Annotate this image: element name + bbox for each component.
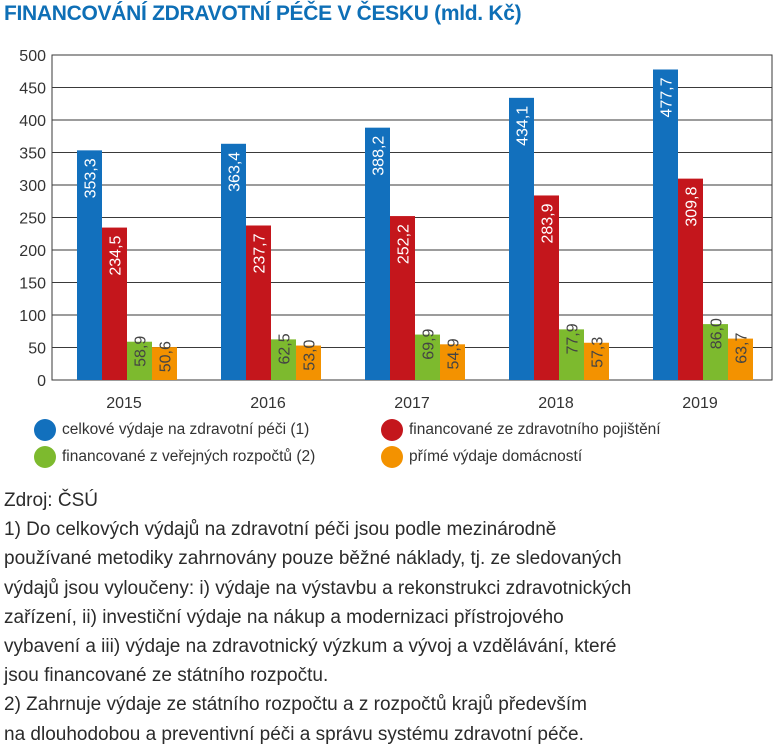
data-label: 63,7 <box>734 332 751 363</box>
bars <box>77 69 753 381</box>
source-note: Zdroj: ČSÚ <box>4 490 98 511</box>
bar-chart: 353,3 234,5 58,9 50,6 363,4 237,7 62,5 53,0 388,… <box>19 48 773 412</box>
y-tick-label: 250 <box>19 211 46 228</box>
bar <box>152 347 177 380</box>
data-label: 50,6 <box>158 341 175 372</box>
note-line: výdajů jsou vyloučeny: i) výdaje na výst… <box>4 577 632 599</box>
bar <box>584 342 609 380</box>
legend-item-public-budgets: financované z veřejných rozpočtů (2) <box>34 446 315 468</box>
legend-label: financované z veřejných rozpočtů (2) <box>62 448 316 465</box>
bar <box>271 339 296 380</box>
data-label: 434,1 <box>515 106 532 146</box>
bar <box>390 216 415 380</box>
x-axis: 2015 2016 2017 2018 2019 <box>106 395 718 412</box>
y-tick-label: 400 <box>19 113 46 130</box>
data-label: 252,2 <box>396 224 413 264</box>
legend-swatch <box>34 446 56 468</box>
y-tick-label: 200 <box>19 243 46 260</box>
bar <box>509 97 534 381</box>
y-tick-label: 450 <box>19 81 46 98</box>
bar <box>365 127 390 380</box>
bar <box>534 195 559 380</box>
data-label: 363,4 <box>227 152 244 192</box>
data-label: 388,2 <box>371 136 388 176</box>
bar <box>221 143 246 380</box>
data-label: 62,5 <box>277 333 294 364</box>
legend-swatch <box>381 446 403 468</box>
bar <box>77 150 102 380</box>
bar <box>127 341 152 380</box>
y-tick-label: 500 <box>19 48 46 65</box>
data-label: 477,7 <box>659 77 676 117</box>
bar <box>728 338 753 380</box>
note-line: vybavení a iii) výdaje na zdravotnický v… <box>4 636 617 658</box>
chart-title: FINANCOVÁNÍ ZDRAVOTNÍ PÉČE V ČESKU (mld.… <box>4 2 522 25</box>
legend-swatch <box>34 419 56 441</box>
y-axis: 0 50 100 150 200 250 300 350 400 450 500 <box>19 48 46 390</box>
data-label: 237,7 <box>252 233 269 273</box>
data-label: 53,0 <box>302 339 319 370</box>
legend-label: celkové výdaje na zdravotní péči (1) <box>62 421 310 438</box>
note-line: 1) Do celkových výdajů na zdravotní péči… <box>4 519 557 541</box>
legend-item-households: přímé výdaje domácností <box>381 446 582 468</box>
data-labels: 353,3 234,5 58,9 50,6 363,4 237,7 62,5 53,0 388,… <box>83 77 751 372</box>
data-label: 57,3 <box>590 337 607 368</box>
y-tick-label: 300 <box>19 178 46 195</box>
footnotes: Zdroj: ČSÚ 1) Do celkových výdajů na zdr… <box>4 486 772 749</box>
y-tick-label: 50 <box>28 341 46 358</box>
y-tick-label: 150 <box>19 276 46 293</box>
bar <box>678 178 703 380</box>
data-label: 69,9 <box>421 328 438 359</box>
x-tick-label: 2016 <box>250 395 286 412</box>
legend-label: financované ze zdravotního pojištění <box>409 421 661 438</box>
data-label: 283,9 <box>540 203 557 243</box>
legend-item-total: celkové výdaje na zdravotní péči (1) <box>34 419 309 441</box>
legend-label: přímé výdaje domácností <box>409 448 583 465</box>
bar <box>559 329 584 380</box>
bar <box>102 227 127 380</box>
y-tick-label: 350 <box>19 146 46 163</box>
data-label: 353,3 <box>83 158 100 198</box>
bar <box>440 344 465 380</box>
bar <box>653 69 678 381</box>
note-line: zařízení, ii) investiční výdaje na nákup… <box>4 606 564 628</box>
legend-item-insurance: financované ze zdravotního pojištění <box>381 419 661 441</box>
data-label: 54,9 <box>446 338 463 369</box>
data-label: 234,5 <box>108 235 125 275</box>
note-line: jsou financované ze státního rozpočtu. <box>4 665 329 687</box>
bar <box>703 324 728 380</box>
x-tick-label: 2015 <box>106 395 142 412</box>
bar <box>296 345 321 380</box>
legend-swatch <box>381 419 403 441</box>
y-tick-label: 0 <box>37 373 46 390</box>
bar <box>246 225 271 380</box>
bar <box>415 334 440 380</box>
y-tick-label: 100 <box>19 308 46 325</box>
note-line: 2) Zahrnuje výdaje ze státního rozpočtu … <box>4 694 587 716</box>
data-label: 309,8 <box>684 187 701 227</box>
data-label: 58,9 <box>133 336 150 367</box>
note-line: na dlouhodobou a preventivní péči a sprá… <box>4 723 584 745</box>
data-label: 77,9 <box>565 323 582 354</box>
note-line: používané metodiky zahrnovány pouze běžn… <box>4 548 622 570</box>
x-tick-label: 2017 <box>394 395 430 412</box>
data-label: 86,0 <box>709 318 726 349</box>
x-tick-label: 2018 <box>538 395 574 412</box>
x-tick-label: 2019 <box>682 395 718 412</box>
